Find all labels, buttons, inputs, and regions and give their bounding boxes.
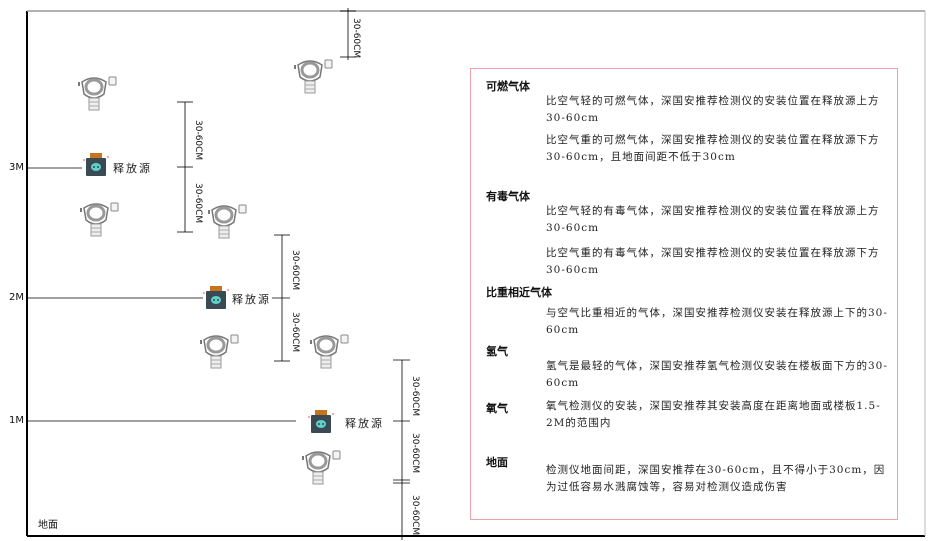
level-3m-label: 3M: [9, 162, 24, 173]
ground-title: 地面: [486, 456, 508, 469]
level-1m-label: 1M: [9, 415, 24, 426]
dimension-label: 30-60CM: [193, 183, 203, 224]
dimension-label: 30-60CM: [410, 495, 420, 536]
dimension-label: 30-60CM: [351, 18, 361, 59]
similar-text: 与空气比重相近的气体，深国安推荐检测仪安装在释放源上下的30-60cm: [546, 307, 888, 336]
release-source-icon: [203, 285, 229, 311]
level-2m-label: 2M: [9, 292, 24, 303]
hydrogen-title: 氢气: [486, 345, 508, 358]
oxygen-text: 氧气检测仪的安装，深国安推荐其安装高度在距离地面或楼板1.5-2M的范围内: [546, 400, 881, 429]
dimension-label: 30-60CM: [193, 120, 203, 161]
similar-title: 比重相近气体: [486, 286, 552, 299]
oxygen-title: 氧气: [486, 402, 508, 415]
toxic-title: 有毒气体: [486, 190, 530, 203]
hydrogen-text: 氢气是最轻的气体，深国安推荐氢气检测仪安装在楼板面下方的30-60cm: [546, 360, 888, 389]
ground-text: 检测仪地面间距，深国安推荐在30-60cm，且不得小于30cm，因为过低容易水溅…: [546, 464, 886, 493]
combustible-heavy-text: 比空气重的可燃气体，深国安推荐检测仪的安装位置在释放源下方30-60cm，且地面…: [546, 134, 880, 163]
gas-detector-icon: [76, 72, 118, 114]
ground-label: 地面: [38, 520, 58, 531]
gas-detector-icon: [292, 55, 334, 97]
combustible-title: 可燃气体: [486, 80, 530, 93]
release-source-label: 释放源: [345, 417, 384, 430]
gas-detector-icon: [206, 200, 248, 242]
release-source-icon: [308, 409, 334, 435]
release-source-label: 释放源: [232, 293, 271, 306]
info-panel: 可燃气体 比空气轻的可燃气体，深国安推荐检测仪的安装位置在释放源上方30-60c…: [470, 68, 898, 520]
dimension-label: 30-60CM: [290, 250, 300, 291]
dimension-label: 30-60CM: [410, 433, 420, 474]
dimension-label: 30-60CM: [290, 312, 300, 353]
gas-detector-icon: [308, 330, 350, 372]
toxic-light-text: 比空气轻的有毒气体，深国安推荐检测仪的安装位置在释放源上方30-60cm: [546, 205, 880, 234]
gas-detector-icon: [198, 330, 240, 372]
gas-detector-icon: [78, 198, 120, 240]
release-source-label: 释放源: [113, 162, 152, 175]
gas-detector-icon: [300, 446, 342, 488]
dimension-lines: [177, 8, 410, 540]
dimension-label: 30-60CM: [410, 376, 420, 417]
release-source-icon: [83, 152, 109, 178]
toxic-heavy-text: 比空气重的有毒气体，深国安推荐检测仪的安装位置在释放源下方30-60cm: [546, 247, 880, 276]
combustible-light-text: 比空气轻的可燃气体，深国安推荐检测仪的安装位置在释放源上方30-60cm: [546, 95, 880, 124]
